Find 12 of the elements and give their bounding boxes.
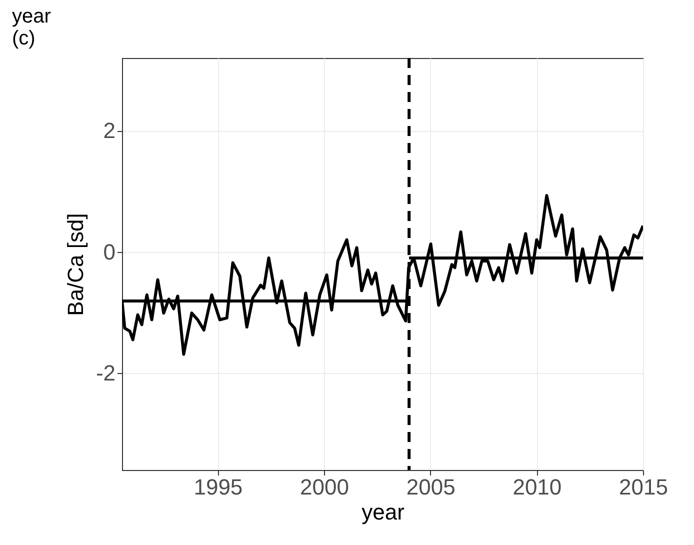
x-tick-label: 2000 bbox=[300, 474, 349, 500]
y-axis-title: Ba/Ca [sd] bbox=[62, 213, 88, 316]
x-axis-title: year bbox=[362, 500, 404, 524]
chart-subtitle: (c) bbox=[12, 28, 36, 50]
chart-title: year bbox=[12, 6, 52, 28]
x-tick-label: 2005 bbox=[406, 474, 456, 500]
x-tick-label: 2010 bbox=[512, 474, 562, 500]
x-tick-label: 1995 bbox=[194, 474, 243, 500]
y-tick-label: 2 bbox=[103, 118, 116, 144]
y-tick-label: -2 bbox=[96, 360, 116, 386]
y-tick-label: 0 bbox=[103, 239, 116, 264]
x-tick-label: 2015 bbox=[619, 474, 668, 500]
